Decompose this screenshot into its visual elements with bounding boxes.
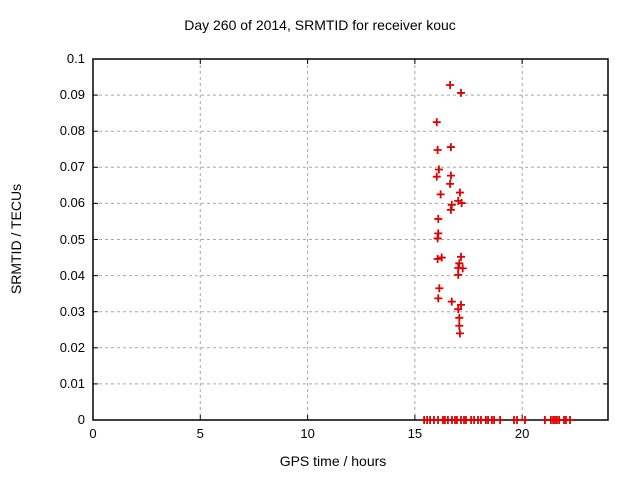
data-point-marker <box>566 416 575 424</box>
data-point-marker <box>436 190 445 199</box>
plot-border <box>92 58 609 421</box>
y-tick-label: 0.1 <box>66 51 85 66</box>
y-tick-label: 0.03 <box>59 303 85 319</box>
data-point-marker <box>457 88 466 97</box>
data-point-marker <box>432 172 441 181</box>
data-point-marker <box>457 199 466 208</box>
data-point-marker <box>446 171 455 180</box>
data-point-marker <box>433 145 442 154</box>
data-point-marker <box>434 214 443 223</box>
x-tick-label: 5 <box>196 426 204 441</box>
x-tick-label: 20 <box>514 426 530 441</box>
data-point-marker <box>454 305 463 314</box>
y-tick-label: 0.08 <box>59 123 85 139</box>
data-point-marker <box>457 252 466 261</box>
data-point-marker <box>496 416 505 424</box>
data-point-marker <box>446 179 455 188</box>
y-tick-label: 0.07 <box>59 159 85 175</box>
y-tick-label: 0.01 <box>59 375 85 391</box>
data-point-marker <box>434 294 443 303</box>
data-point-marker <box>433 254 442 263</box>
data-point-marker <box>457 300 466 309</box>
data-point-marker <box>446 205 455 214</box>
data-point-marker <box>455 313 464 322</box>
data-point-marker <box>454 270 463 279</box>
data-point-marker <box>455 259 464 268</box>
data-point-marker <box>433 234 442 243</box>
data-point-marker <box>446 143 455 152</box>
x-tick-label: 0 <box>89 426 97 441</box>
y-tick-label: 0 <box>77 412 85 427</box>
y-tick-label: 0.04 <box>59 267 85 283</box>
x-axis-label: GPS time / hours <box>279 453 387 469</box>
data-point-marker <box>520 416 529 424</box>
data-point-marker <box>455 321 464 330</box>
y-tick-label: 0.09 <box>59 87 85 103</box>
data-point-marker <box>434 165 443 174</box>
data-point-marker <box>455 188 464 197</box>
data-point-marker <box>437 253 446 262</box>
data-point-marker <box>446 80 455 89</box>
chart-title: Day 260 of 2014, SRMTID for receiver kou… <box>184 17 456 33</box>
data-point-marker <box>432 118 441 127</box>
data-point-marker <box>447 297 456 306</box>
data-point-marker <box>513 416 522 424</box>
y-tick-label: 0.05 <box>59 231 85 247</box>
y-tick-label: 0.06 <box>59 195 85 211</box>
data-point-marker <box>435 284 444 293</box>
y-tick-label: 0.02 <box>59 339 85 355</box>
x-tick-label: 15 <box>407 426 423 441</box>
x-tick-label: 10 <box>300 426 315 441</box>
data-point-marker <box>458 264 467 273</box>
data-point-marker <box>455 329 464 338</box>
